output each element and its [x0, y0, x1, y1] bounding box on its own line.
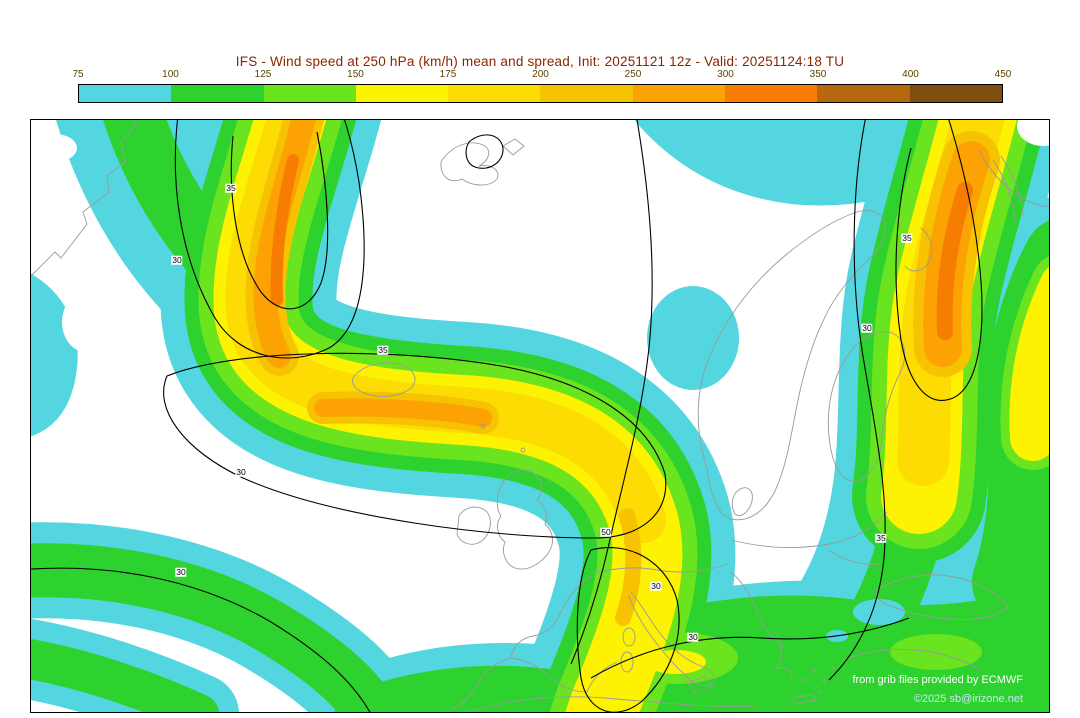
- colorbar-tick-label: 75: [72, 69, 84, 80]
- contour-spread-label: 30: [861, 322, 873, 333]
- coast-north-africa: [466, 696, 756, 712]
- coast-iceland: [352, 362, 416, 397]
- coast-crete: [790, 694, 818, 705]
- colorbar-segment: [632, 85, 726, 102]
- colorbar-segment: [817, 85, 910, 102]
- colorbar-segment: [171, 85, 264, 102]
- coast-france: [510, 575, 592, 659]
- colorbar-segment: [725, 85, 818, 102]
- coast-aegean-islands: [801, 666, 835, 694]
- colorbar-tick-label: 250: [624, 69, 642, 80]
- map-area: 35 30 35 30 50 30 35 30 35 30 30 from grib files p…: [30, 119, 1050, 713]
- coast-islands-west-med: [620, 627, 713, 694]
- colorbar-tick-label: 400: [902, 69, 919, 80]
- coast-scandinavia: [697, 210, 886, 521]
- coast-black-sea: [875, 574, 1009, 620]
- credit-ecmwf: from grib files provided by ECMWF: [852, 674, 1023, 686]
- colorbar-segment: [79, 85, 172, 102]
- coast-britain: [496, 469, 553, 570]
- coast-baltic: [730, 511, 888, 565]
- coast-russia-arctic: [978, 149, 1049, 221]
- colorbar-tick-labels: 75 100 125 150 175 200 250 300 350 400 450: [72, 69, 1011, 82]
- contour-spread-label: 30: [687, 631, 699, 642]
- coast-svalbard: [440, 138, 525, 186]
- colorbar-tick-label: 150: [347, 69, 364, 80]
- colorbar-tick-label: 350: [809, 69, 827, 80]
- contour-spread-label: 35: [901, 232, 913, 243]
- contour-spread-label: 50: [600, 526, 612, 537]
- colorbar-segment: [540, 85, 633, 102]
- colorbar-tick-label: 300: [717, 69, 734, 80]
- coast-italy: [628, 591, 715, 687]
- coast-anatolia: [842, 649, 982, 671]
- contour-spread-label: 35: [875, 532, 887, 543]
- colorbar-tick-label: 125: [254, 69, 272, 80]
- wind-speed-fill-layer: [31, 120, 1049, 712]
- colorbar-tick-label: 200: [532, 69, 549, 80]
- colorbar-segment: [263, 85, 356, 102]
- contour-spread-label: 30: [235, 466, 247, 477]
- colorbar-tick-label: 100: [162, 69, 179, 80]
- contour-spread-label: 30: [171, 254, 183, 265]
- colorbar-tick-label: 175: [439, 69, 457, 80]
- contour-spread-label: 35: [377, 344, 389, 355]
- coast-ireland: [456, 506, 491, 545]
- coast-white-sea: [904, 227, 933, 272]
- contour-spread-label: 30: [175, 566, 187, 577]
- colorbar-segment: [909, 85, 1002, 102]
- coast-shetland: [520, 447, 526, 453]
- coastlines: [31, 120, 1049, 712]
- colorbar-tick-label: 450: [994, 69, 1012, 80]
- colorbar-segment: [448, 85, 541, 102]
- coast-greenland: [31, 120, 136, 277]
- coast-balkans: [730, 571, 793, 683]
- contour-spread-label: 35: [225, 182, 237, 193]
- coast-north-sea: [592, 563, 728, 575]
- contour-spread-label: 30: [650, 580, 662, 591]
- coast-faroe: [480, 423, 486, 429]
- colorbar: [78, 84, 1003, 103]
- credit-copyright: ©2025 sb@irizone.net: [913, 693, 1023, 705]
- coast-finland: [827, 331, 906, 482]
- coast-denmark: [731, 487, 753, 516]
- map-svg: [31, 120, 1049, 712]
- page-title: IFS - Wind speed at 250 hPa (km/h) mean …: [235, 54, 845, 69]
- colorbar-segment: [355, 85, 449, 102]
- spread-contours: [31, 120, 983, 712]
